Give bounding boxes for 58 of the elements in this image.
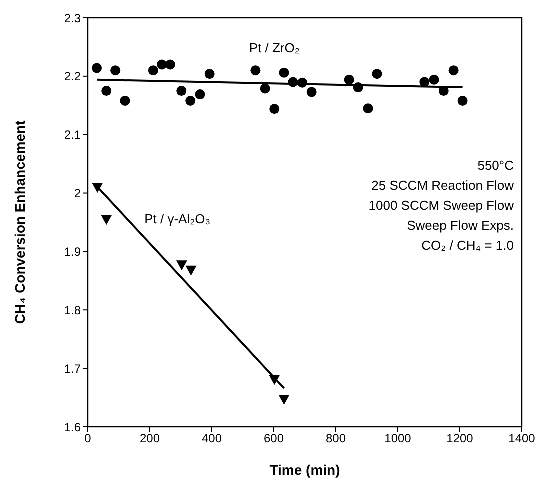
point (176, 86, 187, 96)
point (176, 260, 188, 271)
series-label: Pt / ZrO₂ (249, 40, 300, 56)
point (204, 69, 215, 80)
y-tick-label: 1.7 (64, 362, 82, 376)
point (250, 66, 261, 76)
x-tick-label: 1400 (508, 432, 536, 446)
annotation: Sweep Flow Exps. (407, 218, 514, 233)
y-tick-label: 2.1 (64, 128, 82, 142)
point (372, 69, 382, 80)
point (260, 84, 270, 94)
point (92, 182, 104, 193)
point (279, 68, 290, 78)
text: Pt / γ-Al₂O₃ (144, 212, 211, 227)
point (148, 66, 158, 76)
x-tick-label: 1000 (384, 432, 412, 446)
point (420, 77, 430, 88)
point (448, 66, 459, 76)
point (363, 104, 374, 114)
point (458, 96, 468, 106)
y-tick-label: 2.3 (64, 11, 82, 26)
point (120, 96, 130, 106)
x-axis-title: Time (min) (270, 462, 340, 478)
point (165, 60, 176, 70)
point (102, 86, 112, 96)
point (278, 395, 290, 406)
point (92, 63, 102, 74)
point (344, 74, 354, 85)
point (306, 87, 317, 98)
point (429, 74, 440, 85)
x-tick-label: 400 (202, 432, 222, 446)
point (438, 86, 449, 96)
y-tick-label: 1.9 (64, 244, 82, 259)
annotation: 550°C (478, 158, 514, 173)
x-tick-label: 0 (84, 432, 92, 446)
x-tick-label: 200 (140, 432, 160, 446)
point (186, 96, 196, 106)
point (270, 104, 280, 114)
annotation: 25 SCCM Reaction Flow (372, 178, 515, 193)
point (195, 90, 206, 100)
x-tick-label: 800 (326, 432, 346, 446)
point (269, 375, 280, 386)
point (157, 60, 168, 70)
annotation: CO₂ / CH₄ = 1.0 (422, 238, 514, 253)
y-tick-label: 2.2 (64, 70, 82, 84)
point (101, 215, 112, 226)
y-axis-title: CH₄ Conversion Enhancement (12, 120, 28, 324)
x-tick-label: 600 (264, 432, 284, 446)
point (288, 77, 298, 88)
point (353, 82, 364, 93)
point (298, 78, 308, 88)
point (110, 66, 121, 76)
annotation: 1000 SCCM Sweep Flow (368, 198, 515, 213)
y-tick-label: 2 (74, 186, 82, 201)
point (186, 266, 197, 276)
y-tick-label: 1.6 (64, 420, 82, 434)
x-tick-label: 1200 (446, 432, 474, 446)
y-tick-label: 1.8 (64, 303, 82, 318)
